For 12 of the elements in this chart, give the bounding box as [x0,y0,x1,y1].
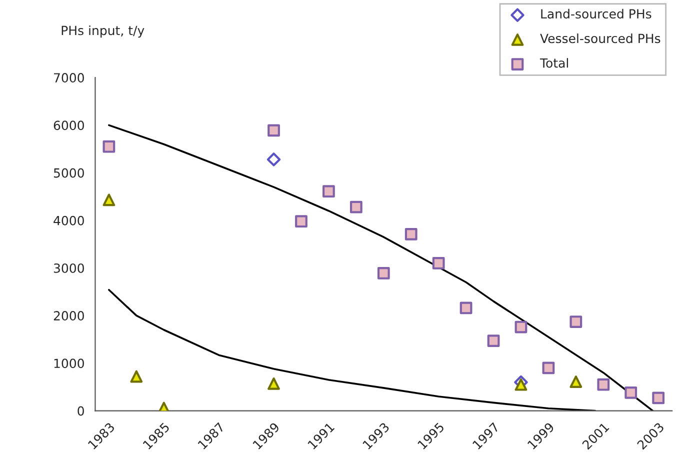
y-tick-label: 1000 [54,358,84,368]
legend-label: Total [540,58,568,68]
y-tick-label: 3000 [54,263,84,273]
legend-label: Land-sourced PHs [541,8,652,19]
y-tick-label: 4000 [54,216,84,226]
y-tick-label: 6000 [54,120,84,130]
y-tick-label: 2000 [54,311,84,321]
y-axis-title: PHs input, t/y [62,26,144,38]
y-tick-label: 0 [78,406,84,416]
y-tick-label: 5000 [54,168,84,178]
legend-label: Vessel-sourced PHs [540,33,660,44]
y-tick-label: 7000 [54,73,84,83]
